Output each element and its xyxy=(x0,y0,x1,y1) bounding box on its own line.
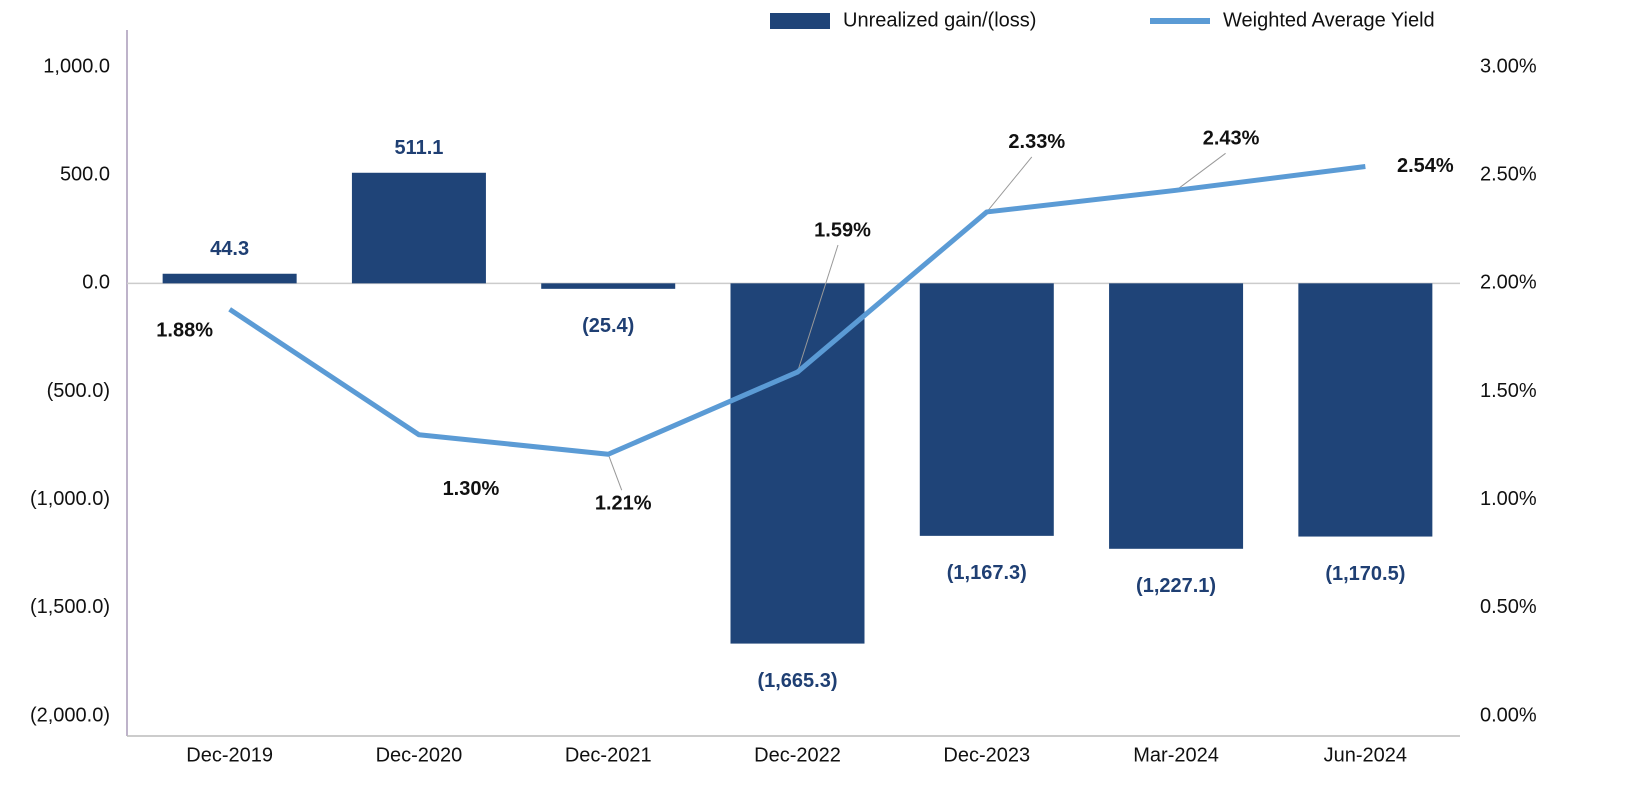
y-tick-label: (500.0) xyxy=(47,380,110,402)
line-value-label: 2.33% xyxy=(1008,131,1065,153)
bar-value-label: 44.3 xyxy=(210,238,249,260)
bar xyxy=(919,283,1054,536)
bar-value-label: (1,167.3) xyxy=(947,562,1027,584)
y-tick-label: 500.0 xyxy=(60,163,110,185)
y2-tick-label: 0.50% xyxy=(1480,596,1537,618)
leader-line xyxy=(986,156,1033,213)
x-tick-label: Dec-2021 xyxy=(565,744,652,766)
bar xyxy=(541,283,676,289)
bar-value-label: (1,665.3) xyxy=(757,670,837,692)
x-tick-label: Jun-2024 xyxy=(1324,744,1407,766)
leader-line xyxy=(1175,152,1226,191)
y2-tick-label: 2.00% xyxy=(1480,272,1537,294)
line-value-label: 1.30% xyxy=(443,478,500,500)
x-tick-label: Dec-2023 xyxy=(943,744,1030,766)
x-tick-label: Dec-2020 xyxy=(376,744,463,766)
line-value-label: 1.59% xyxy=(814,219,871,241)
bar xyxy=(730,283,865,644)
y-tick-label: 0.0 xyxy=(82,272,110,294)
x-tick-label: Mar-2024 xyxy=(1133,744,1219,766)
bar xyxy=(162,273,297,284)
leader-line xyxy=(607,454,623,491)
legend-label: Unrealized gain/(loss) xyxy=(843,9,1036,31)
y2-tick-label: 0.00% xyxy=(1480,704,1537,726)
y2-tick-label: 1.00% xyxy=(1480,488,1537,510)
line-value-label: 1.21% xyxy=(595,493,652,515)
bar-value-label: (25.4) xyxy=(582,315,634,337)
legend-label: Weighted Average Yield xyxy=(1223,9,1435,31)
line-value-label: 1.88% xyxy=(156,320,213,342)
line xyxy=(228,164,1366,457)
legend-swatch xyxy=(770,13,830,29)
bar xyxy=(351,172,486,284)
bar xyxy=(1109,283,1244,549)
y-tick-label: (1,500.0) xyxy=(30,596,110,618)
bar-value-label: (1,170.5) xyxy=(1325,563,1405,585)
y-tick-label: 1,000.0 xyxy=(43,55,110,77)
y-tick-label: (1,000.0) xyxy=(30,488,110,510)
bar-value-label: 511.1 xyxy=(394,137,443,159)
y-tick-label: (2,000.0) xyxy=(30,704,110,726)
bar-value-label: (1,227.1) xyxy=(1136,575,1216,597)
bar xyxy=(1298,283,1433,537)
line-value-label: 2.43% xyxy=(1203,128,1260,150)
x-tick-label: Dec-2019 xyxy=(186,744,273,766)
leader-line xyxy=(797,244,839,373)
x-tick-label: Dec-2022 xyxy=(754,744,841,766)
y2-tick-label: 2.50% xyxy=(1480,163,1537,185)
y2-tick-label: 1.50% xyxy=(1480,380,1537,402)
line-value-label: 2.54% xyxy=(1397,155,1454,177)
y2-tick-label: 3.00% xyxy=(1480,55,1537,77)
